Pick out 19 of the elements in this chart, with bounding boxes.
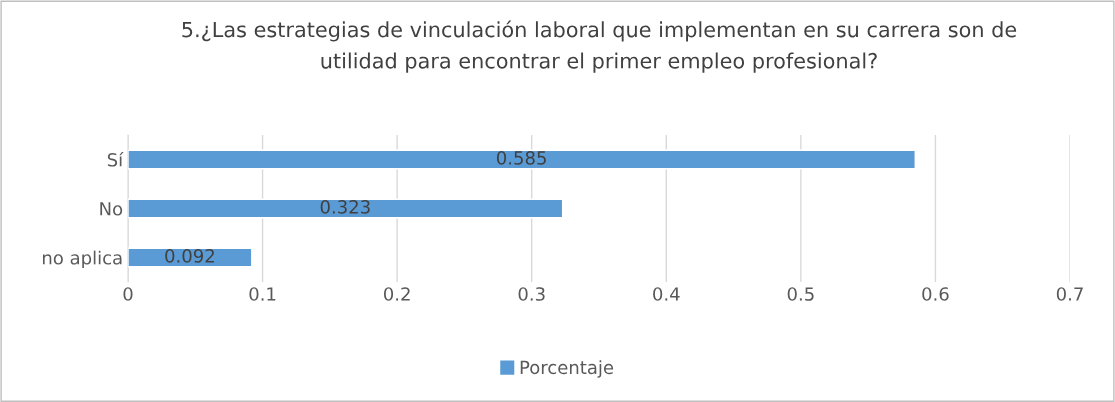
x-tick-label: 0.5 [787,287,814,301]
bar [128,198,564,219]
y-tick-label: no aplica [43,250,122,269]
x-tick-label: 0 [123,287,133,301]
data-label: 0.323 [320,200,370,214]
x-tick-label: 0.6 [922,287,949,301]
bar [128,149,916,170]
data-label: 0.092 [165,249,214,263]
x-tick-label: 0.7 [1056,287,1083,301]
x-tick-label: 0.1 [249,287,276,301]
data-label: 0.585 [496,151,546,165]
bar [128,247,253,268]
chart-title: 5.¿Las estrategias de vinculación laboral que implementan en su carrera son de utilidad para encontrar el primer empleo profesional? [182,20,1017,73]
x-tick-label: 0.3 [518,287,545,301]
y-tick-label: Sí [107,151,124,167]
x-tick-label: 0.4 [653,287,680,301]
y-tick-label: No [100,202,123,216]
legend-label: Porcentaje [520,360,614,378]
x-tick-label: 0.2 [383,287,410,301]
